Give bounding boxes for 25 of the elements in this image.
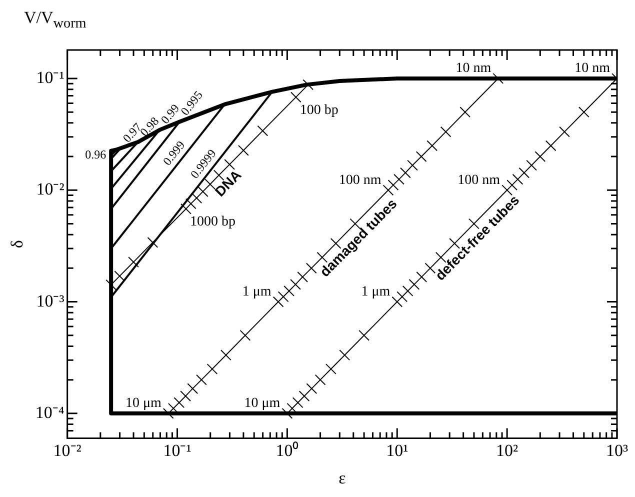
series-label: 0.96 xyxy=(85,147,106,162)
y-tick-label: 10⁻³ xyxy=(36,291,64,310)
annotation: 1 μm xyxy=(242,284,272,300)
x-tick-label: 10² xyxy=(496,440,518,460)
chart-title: V/V$_{worm}$ xyxy=(24,8,86,32)
annotation: 100 bp xyxy=(300,102,338,118)
x-tick-label: 10¹ xyxy=(386,440,408,460)
annotation: 10 μm xyxy=(244,396,280,412)
annotation: 100 nm xyxy=(338,172,382,188)
annotation: 1000 bp xyxy=(190,214,236,230)
x-tick-label: 10⁻² xyxy=(53,440,82,460)
x-tick-label: 10⁰ xyxy=(276,440,299,460)
y-tick-label: 10⁻² xyxy=(36,180,64,199)
x-tick-label: 10³ xyxy=(606,440,628,460)
annotation: 10 μm xyxy=(125,396,162,412)
annotation: 10 nm xyxy=(574,61,610,76)
annotation: 100 nm xyxy=(458,172,500,188)
y-tick-label: 10⁻⁴ xyxy=(35,402,64,422)
x-tick-label: 10⁻¹ xyxy=(163,440,192,460)
annotation: 1 μm xyxy=(361,284,390,300)
annotation: 10 nm xyxy=(456,61,492,76)
x-axis-title: ε xyxy=(338,468,346,488)
text: 0.99 xyxy=(158,101,182,126)
y-tick-label: 10⁻¹ xyxy=(36,68,64,87)
y-axis-title: δ xyxy=(8,240,27,248)
